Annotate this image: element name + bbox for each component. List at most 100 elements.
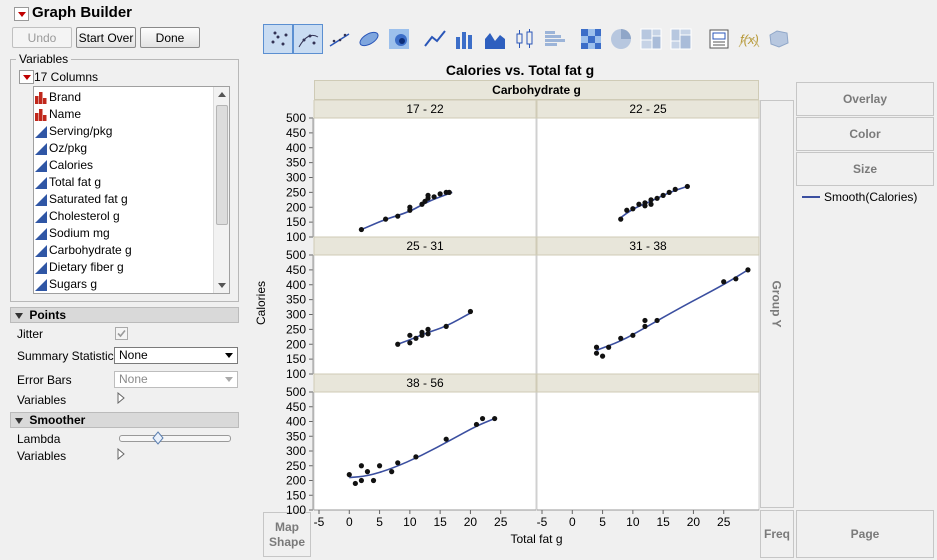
data-point[interactable] [648, 197, 654, 203]
data-point[interactable] [346, 472, 352, 478]
data-point[interactable] [473, 421, 480, 428]
box-plot-element-button[interactable] [510, 24, 540, 54]
data-point[interactable] [370, 477, 377, 484]
formula-element-button[interactable]: f(x) [734, 24, 764, 54]
mosaic-element-button[interactable] [666, 24, 696, 54]
column-item[interactable]: Saturated fat g [34, 191, 229, 208]
data-point[interactable] [666, 189, 672, 195]
data-point[interactable] [383, 216, 389, 222]
legend[interactable]: Smooth(Calories) [802, 190, 917, 204]
data-point[interactable] [684, 183, 690, 190]
data-point[interactable] [618, 216, 624, 222]
data-point[interactable] [642, 323, 648, 329]
column-item[interactable]: Serving/pkg [34, 123, 229, 140]
expand-right-icon[interactable] [117, 392, 125, 404]
data-point[interactable] [443, 323, 449, 329]
group-y-drop-zone[interactable]: Group Y [760, 100, 794, 508]
smoother-line-element-button[interactable] [324, 24, 354, 54]
data-point[interactable] [407, 332, 413, 338]
scroll-up-arrow-icon[interactable] [218, 92, 226, 97]
data-point[interactable] [642, 203, 648, 209]
smoother-section-header[interactable]: Smoother [10, 412, 239, 428]
area-element-button[interactable] [480, 24, 510, 54]
column-item[interactable]: Sugars g [34, 276, 229, 293]
column-item[interactable]: Sodium mg [34, 225, 229, 242]
data-point[interactable] [352, 480, 358, 487]
column-item[interactable]: Brand [34, 89, 229, 106]
column-item[interactable]: Oz/pkg [34, 140, 229, 157]
columns-scrollbar[interactable] [213, 87, 229, 293]
facet-plot-area[interactable] [313, 254, 537, 375]
jitter-checkbox[interactable] [115, 327, 128, 340]
map-shapes-element-button[interactable] [764, 24, 794, 54]
data-point[interactable] [745, 267, 751, 273]
data-point[interactable] [599, 353, 606, 359]
data-point[interactable] [733, 276, 739, 282]
data-point[interactable] [606, 344, 612, 350]
data-point[interactable] [358, 477, 364, 484]
undo-button[interactable]: Undo [12, 27, 72, 48]
y-axis-label[interactable]: Calories [254, 280, 268, 325]
data-point[interactable] [358, 226, 364, 233]
overlay-drop-zone[interactable]: Overlay [796, 82, 934, 116]
data-point[interactable] [630, 332, 636, 338]
data-point[interactable] [419, 332, 425, 338]
data-point[interactable] [642, 317, 648, 324]
freq-drop-zone[interactable]: Freq [760, 510, 794, 558]
done-button[interactable]: Done [140, 27, 200, 48]
column-item[interactable]: Name [34, 106, 229, 123]
red-triangle-menu-icon[interactable] [14, 7, 29, 21]
data-point[interactable] [407, 340, 413, 346]
ellipse-element-button[interactable] [354, 24, 384, 54]
heatmap-element-button[interactable] [576, 24, 606, 54]
data-point[interactable] [624, 207, 630, 213]
data-point[interactable] [437, 191, 443, 197]
data-point[interactable] [654, 317, 660, 324]
disclosure-icon[interactable] [15, 312, 23, 319]
data-point[interactable] [593, 344, 600, 350]
column-item[interactable]: Total fat g [34, 174, 229, 191]
data-point[interactable] [395, 213, 401, 219]
error-bars-select[interactable]: None [114, 371, 238, 388]
data-point[interactable] [654, 195, 660, 201]
facet-plot-area[interactable] [536, 391, 760, 511]
data-point[interactable] [413, 454, 419, 460]
data-point[interactable] [479, 415, 486, 422]
data-point[interactable] [593, 350, 600, 356]
data-point[interactable] [358, 463, 364, 469]
line-element-button[interactable] [420, 24, 450, 54]
scroll-down-arrow-icon[interactable] [218, 283, 226, 288]
column-item[interactable]: Carbohydrate g [34, 242, 229, 259]
columns-menu-icon[interactable] [19, 70, 34, 84]
map-shape-drop-zone[interactable]: Map Shape [263, 512, 311, 557]
scroll-thumb[interactable] [216, 105, 228, 225]
facet-plot-area[interactable] [313, 391, 537, 511]
facet-plot-area[interactable] [313, 117, 537, 238]
data-point[interactable] [443, 436, 449, 442]
data-point[interactable] [395, 341, 401, 347]
data-point[interactable] [492, 415, 498, 422]
lambda-slider-thumb[interactable] [151, 431, 164, 445]
summary-statistic-select[interactable]: None [114, 347, 238, 364]
contour-element-button[interactable] [384, 24, 414, 54]
lambda-slider-track[interactable] [119, 435, 231, 442]
pie-element-button[interactable] [606, 24, 636, 54]
data-point[interactable] [407, 204, 413, 210]
facet-plot-area[interactable] [536, 254, 760, 375]
x-axis-label[interactable]: Total fat g [510, 532, 563, 546]
facet-plot-area[interactable] [536, 117, 760, 238]
column-item[interactable]: Cholesterol g [34, 208, 229, 225]
jittered-points-element-button[interactable] [293, 24, 323, 54]
data-point[interactable] [389, 469, 395, 475]
points-element-button[interactable] [263, 24, 293, 54]
caption-box-element-button[interactable] [704, 24, 734, 54]
start-over-button[interactable]: Start Over [76, 27, 136, 48]
points-section-header[interactable]: Points [10, 307, 239, 323]
size-drop-zone[interactable]: Size [796, 152, 934, 186]
expand-right-icon[interactable] [117, 448, 125, 460]
column-item[interactable]: Dietary fiber g [34, 259, 229, 276]
data-point[interactable] [467, 308, 474, 315]
data-point[interactable] [376, 463, 383, 469]
color-drop-zone[interactable]: Color [796, 117, 934, 151]
